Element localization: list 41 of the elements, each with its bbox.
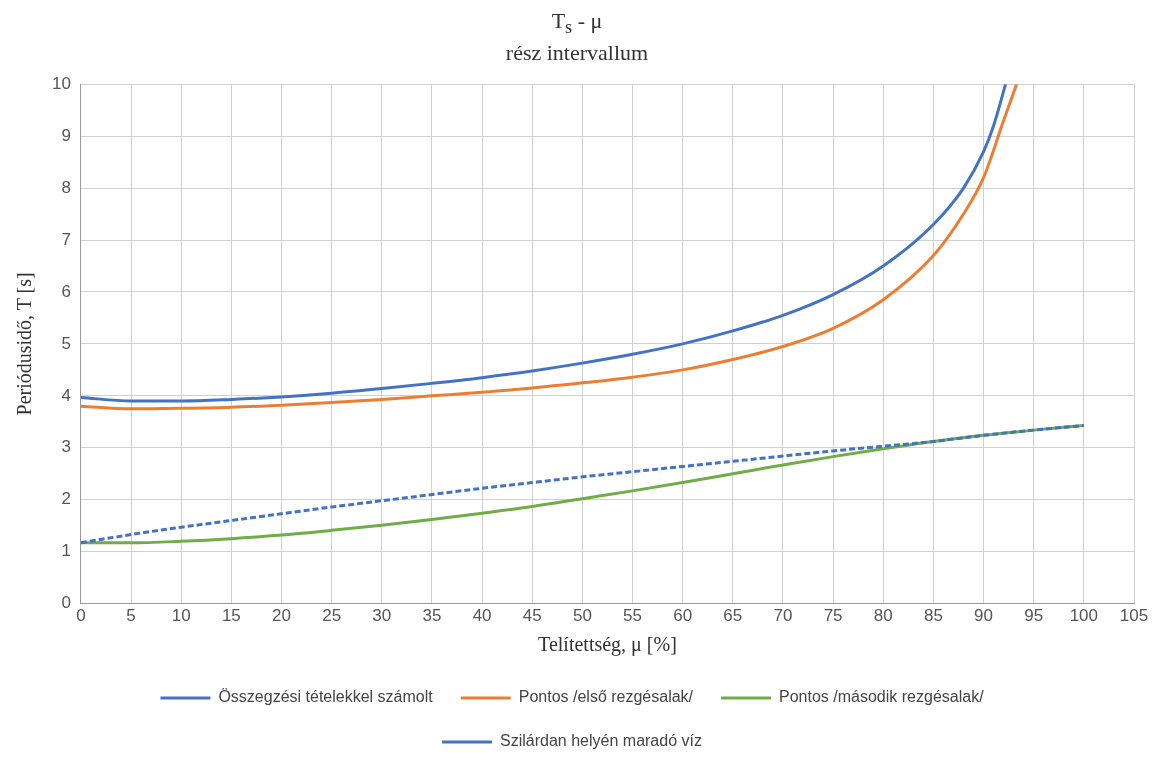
x-tick-label: 85 [923, 606, 943, 626]
y-tick-label: 2 [61, 489, 71, 509]
x-tick-label: 105 [1119, 606, 1149, 626]
x-tick-label: 75 [823, 606, 843, 626]
x-tick-label: 80 [873, 606, 893, 626]
x-tick-label: 65 [723, 606, 743, 626]
y-tick-label: 1 [61, 541, 71, 561]
y-tick-label: 7 [61, 229, 71, 249]
chart-subtitle: rész intervallum [504, 40, 650, 67]
x-tick-label: 40 [472, 606, 492, 626]
x-tick-label: 25 [322, 606, 342, 626]
x-tick-label: 95 [1024, 606, 1044, 626]
chart-title: T$_{s}$ - μ [550, 8, 604, 40]
y-axis-title: Periódusidő, T [s] [13, 272, 36, 416]
x-tick-label: 30 [372, 606, 392, 626]
x-axis-title: Telítettség, μ [%] [538, 633, 677, 657]
y-tick-label: 4 [61, 385, 71, 405]
y-tick-label: 10 [51, 73, 71, 93]
y-tick-label: 5 [61, 333, 71, 353]
x-tick-label: 20 [272, 606, 291, 626]
x-tick-label: 100 [1069, 606, 1099, 626]
x-tick-label: 70 [773, 606, 793, 626]
x-tick-label: 35 [422, 606, 442, 626]
legend-label: Pontos /második rezgésalak/ [779, 688, 985, 706]
x-tick-label: 55 [623, 606, 642, 626]
x-tick-label: 0 [76, 606, 86, 626]
x-tick-label: 15 [221, 606, 241, 626]
x-tick-label: 60 [673, 606, 693, 626]
x-tick-label: 45 [522, 606, 542, 626]
y-tick-label: 8 [61, 177, 71, 197]
x-tick-label: 50 [572, 606, 592, 626]
y-tick-label: 3 [61, 437, 71, 457]
legend-label: Pontos /első rezgésalak/ [518, 688, 694, 706]
legend-label: Összegzési tételekkel számolt [218, 688, 434, 706]
legend-label: Szilárdan helyén maradó víz [500, 732, 702, 750]
x-tick-label: 10 [171, 606, 191, 626]
y-tick-label: 9 [61, 125, 71, 145]
x-tick-label: 90 [974, 606, 994, 626]
x-tick-label: 5 [126, 606, 136, 626]
y-tick-label: 6 [61, 281, 71, 301]
y-tick-label: 0 [61, 593, 71, 613]
